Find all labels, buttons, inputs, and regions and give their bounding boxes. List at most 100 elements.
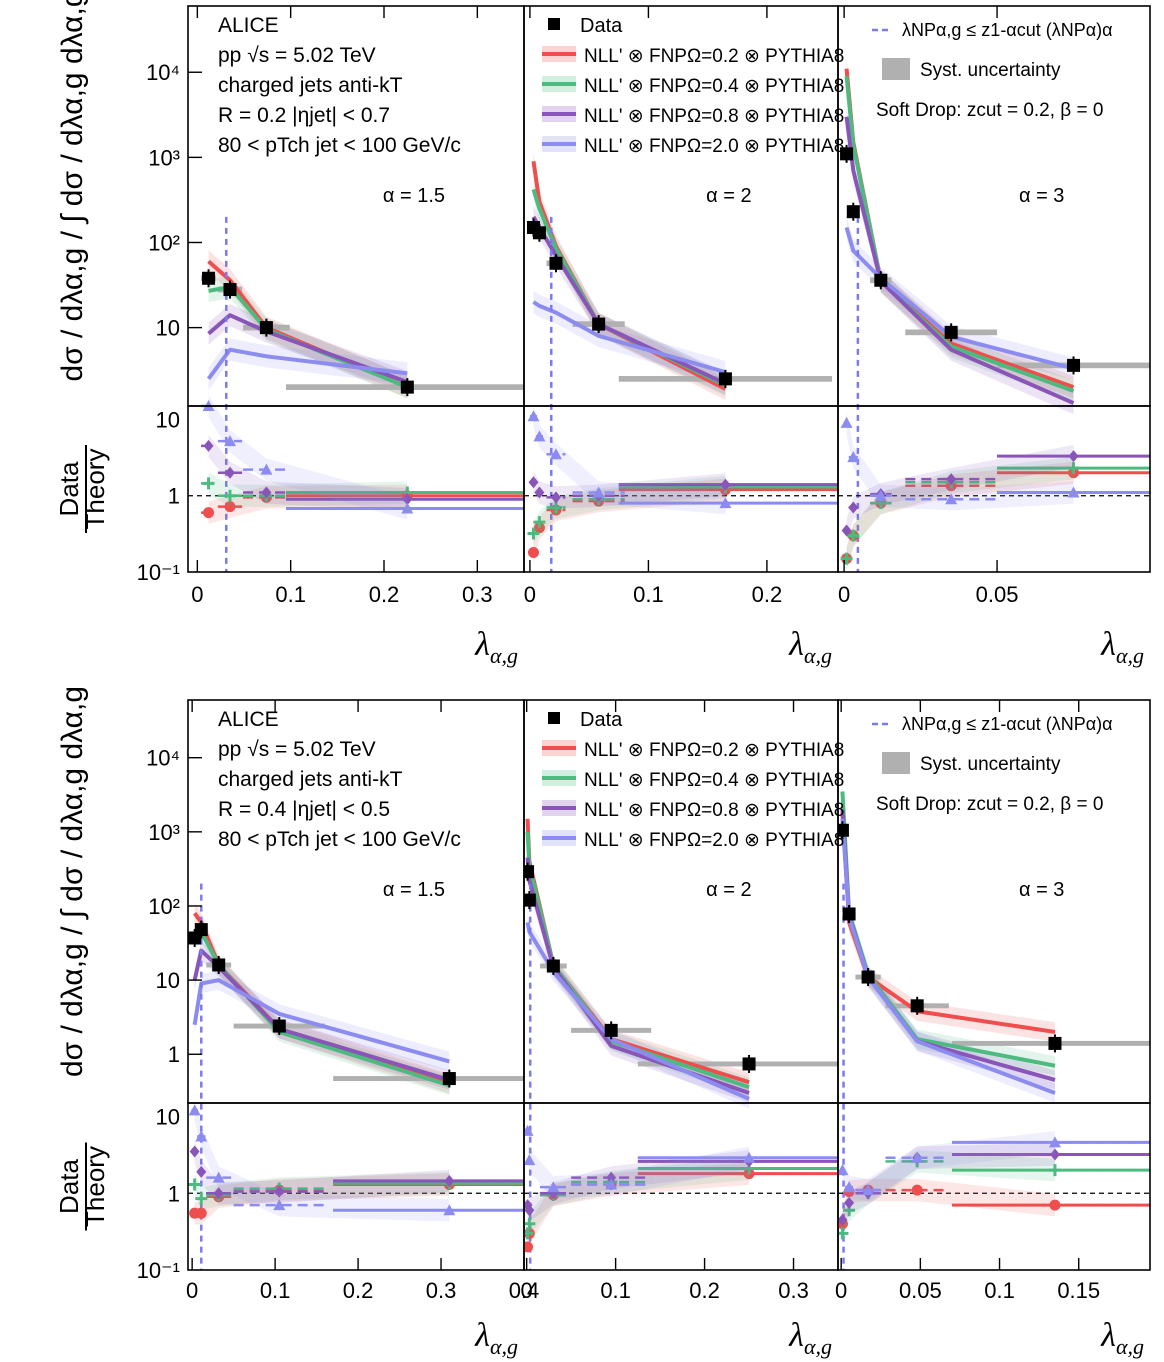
data-point <box>1067 358 1081 372</box>
nll-omega-2p0-line <box>532 300 726 375</box>
nll-omega-0p4-ratio-marker <box>1067 462 1080 475</box>
nll-omega-0p8-ratio-band <box>842 1143 1055 1232</box>
nll-omega-0p4-ratio-band <box>527 1157 750 1245</box>
x-tick-label: 0.05 <box>899 1278 942 1303</box>
nll-omega-0p4-ratio-marker <box>524 1217 536 1230</box>
y-axis-title: dσ / dλα,g / ∫ dσ / dλα,g dλα,g <box>56 686 89 1077</box>
nll-omega-0p4-legend-label: NLL' ⊗ FNPΩ=0.4 ⊗ PYTHIA8 <box>584 770 844 791</box>
panel-2: 0 0.1 0.2 0.3 α = 2 λα,g <box>521 699 839 1359</box>
nll-omega-2p0-ratio-marker <box>260 463 273 475</box>
y-axis-title: dσ / dλα,g / ∫ dσ / dλα,g dλα,g <box>56 0 89 382</box>
nll-omega-2p0-ratio-marker <box>273 1199 286 1211</box>
nll-omega-2p0-ratio-band <box>194 1099 450 1222</box>
y-tick-label: 10⁴ <box>146 746 180 771</box>
nll-omega-2p0-ratio-marker <box>533 430 546 442</box>
nll-omega-0p8-ratio-marker <box>528 476 539 489</box>
nll-omega-2p0-ratio-band <box>846 411 1074 511</box>
legend-data-marker <box>548 18 560 30</box>
energy-label: pp √s = 5.02 TeV <box>218 738 376 761</box>
alpha-label: α = 2 <box>706 879 751 901</box>
nll-omega-2p0-ratio-marker <box>945 493 958 505</box>
y-tick-label: 10 <box>156 968 180 993</box>
energy-label: pp √s = 5.02 TeV <box>218 44 376 67</box>
nll-omega-0p4-ratio-marker <box>202 477 215 490</box>
x-axis-title: λα,g <box>1100 626 1144 668</box>
legend-cutoff-label: λNPα,g ≤ z1-αcut (λNPα)α <box>902 20 1113 40</box>
x-tick-label: 0.15 <box>1057 1278 1100 1303</box>
y-tick-label: 10³ <box>148 145 180 170</box>
nll-omega-2p0-ratio-marker <box>719 497 732 509</box>
nll-omega-0p2-ratio-marker <box>224 501 236 513</box>
ratio-num-label: Data <box>54 461 84 516</box>
nll-omega-0p8-ratio-marker <box>274 1185 285 1198</box>
nll-omega-0p8-ratio-band <box>208 434 408 511</box>
y-tick-label: 10³ <box>148 820 180 845</box>
nll-omega-0p8-ratio-marker <box>189 1145 200 1158</box>
nll-omega-0p4-ratio-band <box>846 456 1074 570</box>
alpha-label: α = 1.5 <box>383 185 445 207</box>
x-tick-label: 0.2 <box>689 1278 720 1303</box>
ratio-frame <box>837 405 1151 573</box>
x-tick-label: 0 <box>186 1278 198 1303</box>
nll-omega-0p8-ratio-band <box>533 471 726 509</box>
data-point <box>272 1019 286 1033</box>
data-point <box>840 147 854 161</box>
nll-omega-0p2-legend-label: NLL' ⊗ FNPΩ=0.2 ⊗ PYTHIA8 <box>584 46 844 67</box>
data-point <box>194 923 208 937</box>
nll-omega-0p8-ratio-marker <box>213 1187 224 1200</box>
row-r04: 0 0.1 0.2 0.3 0.4α = 1.5λα,g0 0.1 0.2 0.3α = 2λ… <box>54 686 1151 1359</box>
nll-omega-0p8-ratio-marker <box>606 1171 617 1184</box>
nll-omega-2p0-ratio-band <box>208 394 408 520</box>
panel-3: 0 0.05 α = 3 λα,g <box>837 5 1151 668</box>
nll-omega-2p0-ratio-marker <box>549 448 562 460</box>
ratio-y-tick-label: 1 <box>168 1181 180 1206</box>
x-tick-label: 0.05 <box>976 582 1019 607</box>
experiment-label: ALICE <box>218 708 279 731</box>
nll-omega-0p8-ratio-marker <box>550 491 561 504</box>
legend-cutoff-label: λNPα,g ≤ z1-αcut (λNPα)α <box>902 714 1113 734</box>
nll-omega-0p8-ratio-marker <box>1068 450 1079 463</box>
ratio-y-tick-label: 10⁻¹ <box>137 560 180 585</box>
legend-syst-box <box>882 58 910 80</box>
nll-omega-2p0-ratio-marker <box>212 1171 225 1183</box>
nll-omega-0p8-ratio-marker <box>841 524 852 537</box>
ratio-y-tick-label: 10⁻¹ <box>137 1258 180 1283</box>
nll-omega-2p0-ratio-band <box>533 405 726 515</box>
nll-omega-2p0-line <box>192 978 450 1064</box>
x-tick-label: 0.4 <box>509 1278 540 1303</box>
nll-omega-0p4-ratio-marker <box>524 1227 534 1240</box>
legend-syst-label: Syst. uncertainty <box>920 60 1061 81</box>
x-tick-label: 0 <box>835 1278 847 1303</box>
nll-omega-2p0-ratio-marker <box>605 1178 618 1190</box>
nll-omega-2p0-ratio-marker <box>1048 1136 1061 1148</box>
pt-label: 80 < pTch jet < 100 GeV/c <box>218 828 461 851</box>
data-point <box>718 372 732 386</box>
panel-3: 0 0.05 0.1 0.15 α = 3 λα,g <box>835 699 1151 1359</box>
syst-box <box>637 1061 838 1067</box>
nll-omega-2p0-ratio-marker <box>524 1154 536 1166</box>
nll-omega-2p0-band <box>208 338 408 390</box>
alpha-label: α = 3 <box>1019 879 1064 901</box>
legend-data-label: Data <box>580 709 623 731</box>
y-tick-label: 10² <box>148 894 180 919</box>
data-point <box>546 959 560 973</box>
panel-2: 0 0.1 0.2 α = 2 λα,g <box>523 5 839 668</box>
ratio-y-tick-label: 1 <box>168 484 180 509</box>
nll-omega-0p8-ratio-marker <box>848 501 859 514</box>
x-axis-title: λα,g <box>1100 1317 1144 1359</box>
row-r02: 0 0.1 0.2 0.3α = 1.5λα,g0 0.1 0.2α = 2λα,g0 0.… <box>54 0 1151 668</box>
x-axis-title: λα,g <box>474 626 518 668</box>
x-tick-label: 0.1 <box>260 1278 291 1303</box>
nll-omega-2p0-ratio-marker <box>862 1184 875 1196</box>
nll-omega-2p0-ratio-marker <box>1067 486 1080 498</box>
nll-omega-0p2-ratio-marker <box>203 507 215 519</box>
data-point <box>874 273 888 287</box>
nll-omega-0p8-ratio-marker <box>261 486 272 499</box>
x-tick-label: 0.1 <box>600 1278 631 1303</box>
nll-omega-2p0-ratio-marker <box>838 1164 849 1176</box>
nll-omega-2p0-ratio-marker <box>547 1181 560 1193</box>
nll-omega-0p4-band <box>527 822 750 1097</box>
nll-omega-0p2-ratio-marker <box>524 1241 534 1253</box>
data-point <box>524 865 535 879</box>
